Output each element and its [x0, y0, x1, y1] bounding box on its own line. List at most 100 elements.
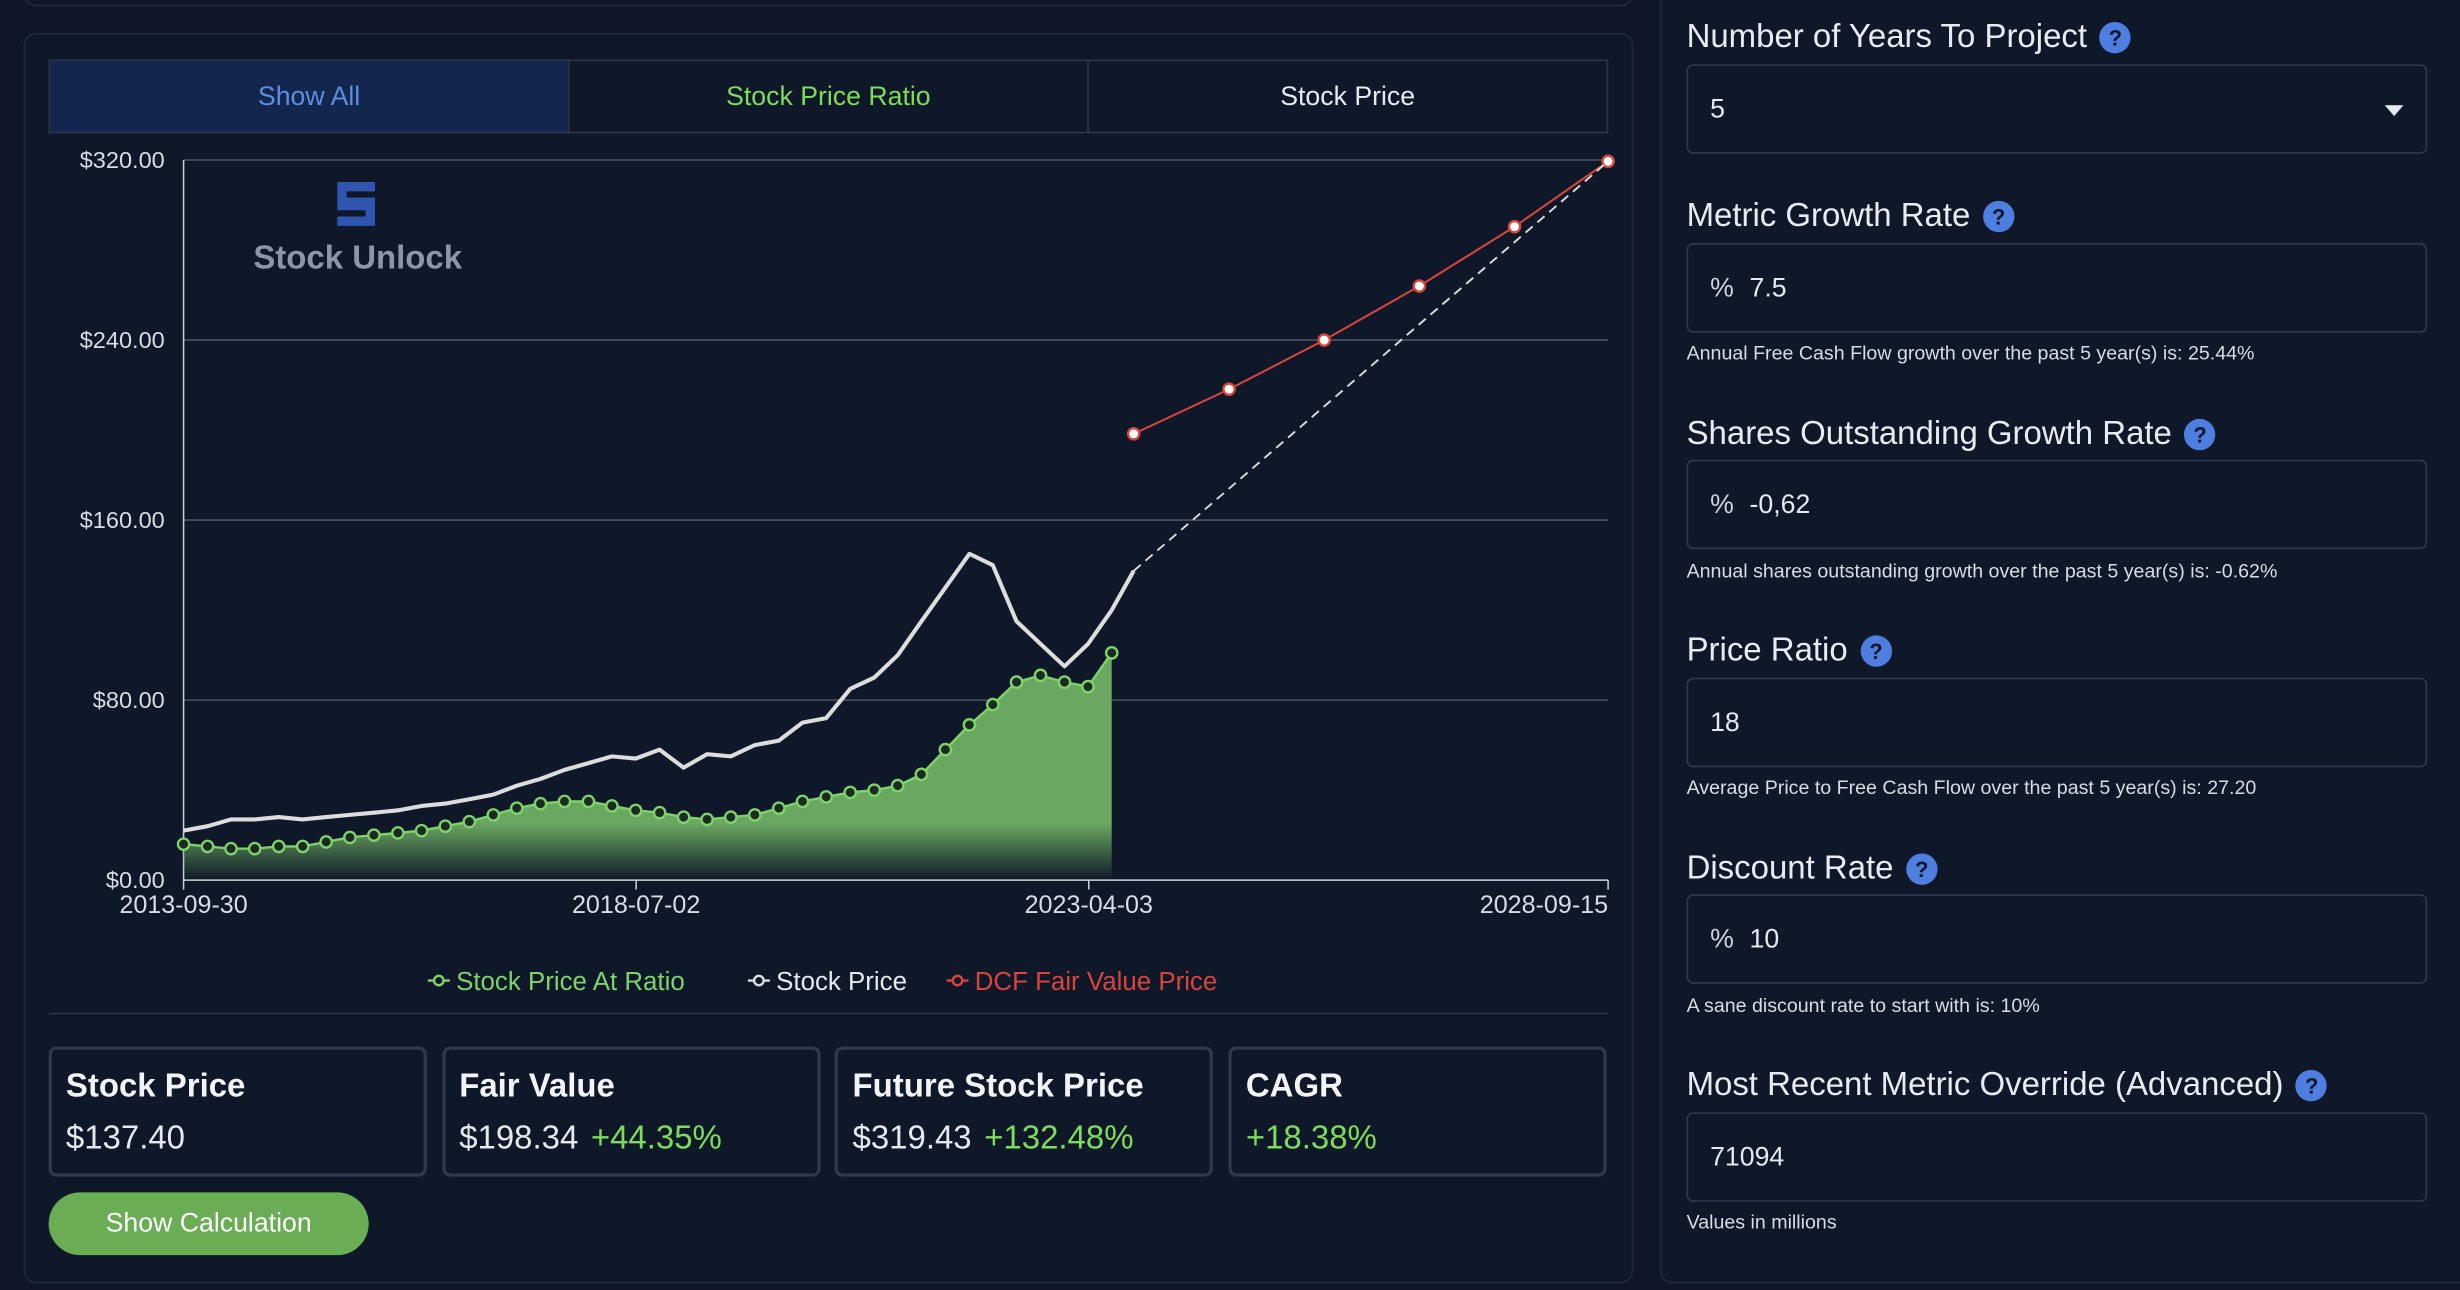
field-label-text: Discount Rate [1686, 850, 1894, 887]
help-icon[interactable]: ? [1860, 635, 1892, 667]
point [176, 837, 191, 851]
field-label: Most Recent Metric Override (Advanced)? [1687, 1067, 2328, 1105]
field-label: Shares Outstanding Growth Rate? [1687, 416, 2216, 454]
point [986, 697, 1000, 712]
input[interactable]: 5 [1686, 64, 2428, 154]
stat-value: $137.40 [66, 1120, 410, 1158]
input[interactable]: % -0,62 [1686, 459, 2428, 550]
point [414, 823, 429, 838]
legend-swatch [951, 974, 964, 987]
tab[interactable]: Stock Price Ratio [567, 59, 1089, 134]
point [1601, 154, 1615, 169]
stat-label: Fair Value [459, 1068, 615, 1105]
point [723, 810, 738, 824]
x-tick-label: 2023-04-03 [1025, 891, 1153, 919]
point [343, 830, 357, 845]
line [183, 551, 1136, 833]
help-icon[interactable]: ? [2184, 418, 2216, 451]
point [438, 819, 453, 833]
x-tick-label: 2018-07-02 [572, 891, 700, 919]
stat-label: Future Stock Price [852, 1068, 1144, 1105]
input-prefix: % [1710, 272, 1734, 303]
input[interactable]: % 10 [1686, 894, 2428, 984]
point [200, 839, 215, 854]
caret [2384, 105, 2404, 117]
point [1104, 646, 1119, 660]
input-value: 18 [1710, 706, 1740, 737]
point [747, 808, 762, 822]
field-label-text: Metric Growth Rate [1686, 197, 1971, 234]
point [700, 812, 714, 827]
stat-card: CAGR +18.38% [1228, 1046, 1607, 1177]
point [486, 808, 501, 822]
point [890, 778, 905, 793]
point [1317, 333, 1332, 347]
point [914, 767, 929, 782]
point [1412, 279, 1427, 293]
stat-value: +18.38% [1246, 1120, 1590, 1158]
point [581, 794, 596, 809]
input-value: 71094 [1710, 1141, 1785, 1172]
stat-label: CAGR [1245, 1068, 1343, 1105]
x-tick-label: 2028-09-15 [1480, 891, 1608, 919]
point [795, 794, 810, 809]
field-label: Price Ratio? [1687, 632, 1892, 670]
stat-change: +44.35% [590, 1120, 722, 1157]
stat-change: +18.38% [1245, 1120, 1377, 1157]
point [509, 801, 524, 815]
field-note: Annual shares outstanding growth over th… [1686, 560, 2278, 583]
input-prefix: % [1710, 923, 1734, 954]
field-label: Number of Years To Project? [1687, 19, 2131, 57]
point [1126, 426, 1141, 441]
input[interactable]: 18 [1686, 677, 2428, 768]
point [628, 803, 643, 818]
logo-icon [337, 181, 375, 226]
y-tick-label: $80.00 [93, 687, 165, 713]
point [1507, 219, 1522, 234]
stat-card: Fair Value $198.34 +44.35% [441, 1046, 821, 1177]
input-value: 7.5 [1749, 272, 1787, 303]
stat-card: Future Stock Price $319.43 +132.48% [835, 1046, 1214, 1177]
stat-value: $319.43 +132.48% [853, 1120, 1197, 1158]
point [1057, 675, 1072, 689]
point [819, 790, 834, 804]
point [462, 814, 477, 829]
field-label-text: Price Ratio [1686, 632, 1848, 669]
stat-price: $319.43 [852, 1120, 972, 1157]
input[interactable]: % 7.5 [1686, 243, 2428, 333]
point [295, 839, 310, 854]
point [1033, 668, 1048, 683]
help-icon[interactable]: ? [2099, 21, 2131, 54]
point [771, 801, 786, 815]
y-tick-label: $0.00 [106, 867, 165, 893]
field-note: Values in millions [1686, 1211, 1837, 1234]
field-note: A sane discount rate to start with is: 1… [1686, 994, 2040, 1017]
point [676, 810, 691, 824]
input[interactable]: 71094 [1686, 1112, 2428, 1202]
show-calculation-button[interactable]: Show Calculation [48, 1192, 369, 1256]
point [319, 835, 333, 849]
point [1222, 382, 1236, 397]
stat-price: $137.40 [65, 1120, 186, 1157]
legend-label: Stock Price At Ratio [456, 968, 685, 996]
point [843, 785, 858, 800]
point [271, 839, 286, 854]
help-icon[interactable]: ? [2296, 1069, 2328, 1102]
field-label: Discount Rate? [1687, 850, 1938, 888]
tab[interactable]: Stock Price [1087, 59, 1609, 134]
logo-text: Stock Unlock [253, 238, 462, 275]
line [1133, 160, 1609, 435]
help-icon[interactable]: ? [1906, 853, 1938, 885]
legend-label: DCF Fair Value Price [975, 968, 1218, 996]
field-label: Metric Growth Rate? [1687, 198, 2015, 236]
y-tick-label: $240.00 [80, 327, 165, 353]
right-panel [1659, 0, 2460, 1284]
help-icon[interactable]: ? [1982, 200, 2015, 233]
point [938, 742, 953, 757]
point [247, 841, 262, 856]
point [867, 783, 882, 797]
point [557, 794, 572, 809]
stat-label: Stock Price [65, 1068, 246, 1105]
